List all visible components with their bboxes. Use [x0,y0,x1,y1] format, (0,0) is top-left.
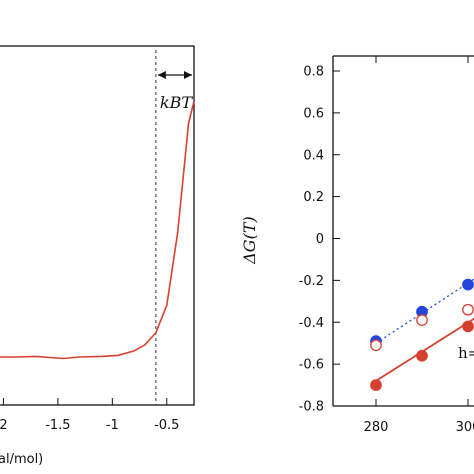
right-plot-panel: 0.8 0.6 0.4 0.2 0 -0.2 -0.4 -0.6 -0.8 280 300 h= ΔG… [240,55,474,435]
left-x-tick-label: -1 [106,418,119,433]
right-annotation: h= [458,344,474,362]
left-x-tick-label: -0.5 [154,418,179,433]
right-y-tick-label: 0.6 [303,106,324,121]
right-y-tick-label: 0 [316,232,324,247]
right-y-tick-label: -0.4 [299,316,324,331]
right-y-tick-label: -0.6 [299,358,324,373]
right-y-tick-label: -0.2 [299,274,324,289]
data-point-open [416,314,428,327]
right-y-tick-label: 0.8 [303,65,324,80]
right-x-tick-label: 300 [456,420,474,435]
left-plot-panel: 2 -1.5 -1 -0.5 kBT al/mol) [0,45,195,467]
data-point-open [462,303,474,316]
left-plot-frame [0,45,195,406]
right-y-tick-label: 0.4 [303,148,324,163]
right-y-tick-label: -0.8 [299,400,324,415]
right-y-tick-label: 0.2 [303,190,324,205]
data-point-filled [462,320,474,333]
left-series-line [0,101,195,360]
data-point-filled [370,379,382,391]
right-y-axis-title: ΔG(T) [240,216,259,265]
kbt-arrow-head-right [184,71,192,79]
left-x-tick-label: 2 [0,418,8,433]
data-point-filled [462,278,474,291]
data-point-filled [416,349,428,362]
kbt-arrow-head-left [157,71,166,79]
left-x-tick-label: -1.5 [45,418,70,433]
left-x-axis-title: al/mol) [0,452,43,467]
kbt-annotation: kBT [160,93,193,112]
data-point-open [370,339,382,352]
right-x-tick-label: 280 [364,420,389,435]
